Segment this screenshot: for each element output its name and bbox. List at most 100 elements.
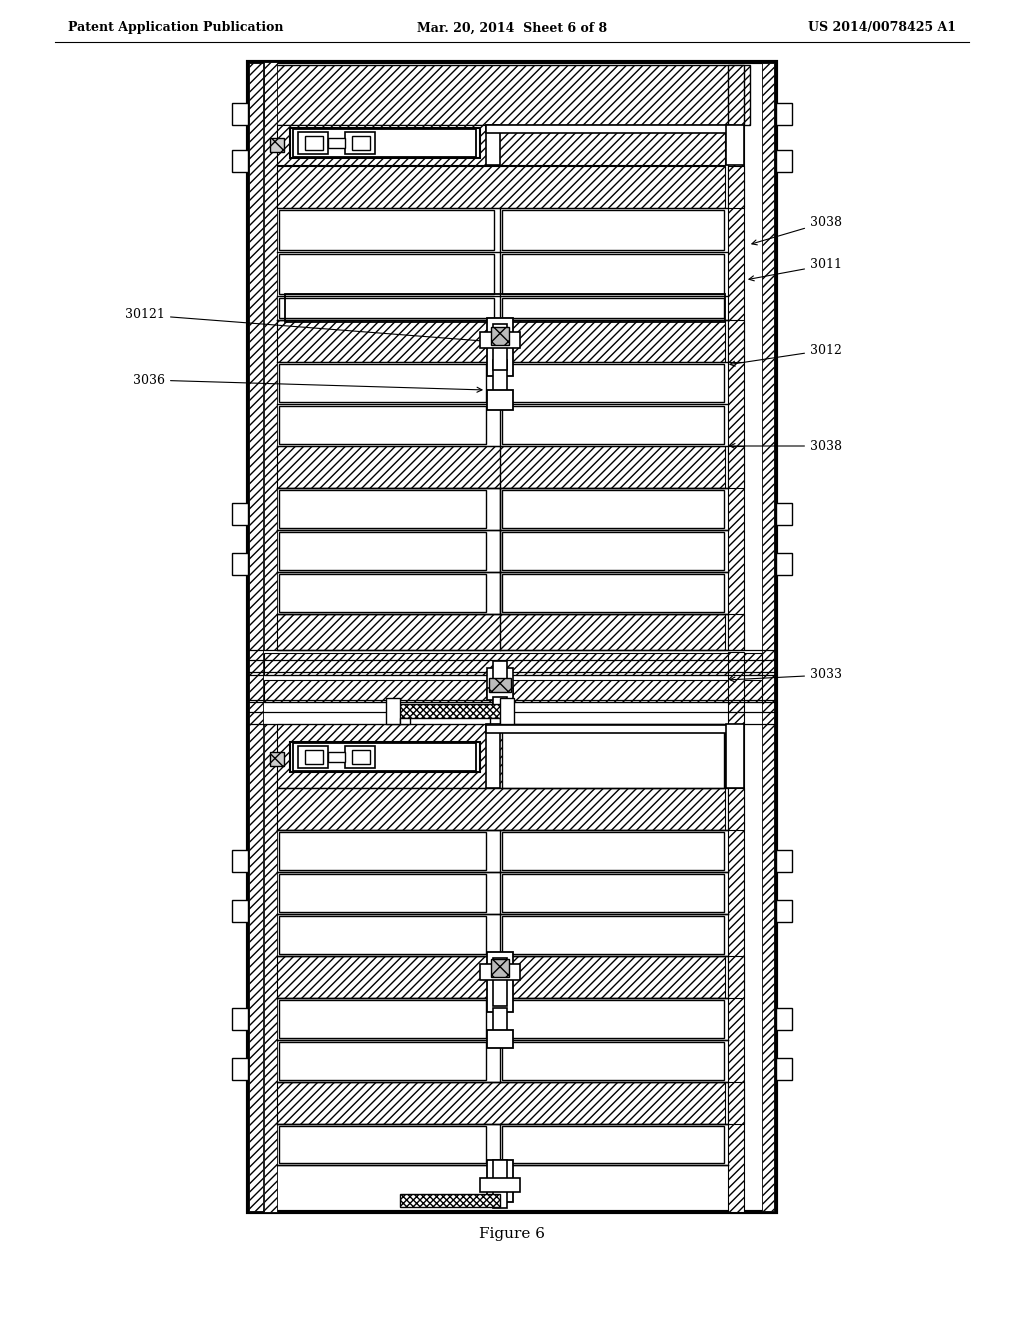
Bar [328,139,345,148]
Bar [493,958,507,1006]
Bar [264,653,762,675]
Bar [493,1160,507,1208]
Text: US 2014/0078425 A1: US 2014/0078425 A1 [808,21,956,34]
Bar [328,752,345,762]
Bar [728,956,744,998]
Bar [486,725,732,733]
Bar [345,132,375,154]
Bar [493,323,507,370]
Bar [249,63,263,1210]
Bar [480,333,520,348]
Bar [726,125,744,165]
Bar [279,574,486,612]
Bar [502,1126,724,1163]
Bar [776,900,792,921]
Bar [279,407,486,444]
Bar [290,128,480,158]
Bar [279,298,494,318]
Bar [776,150,792,172]
Bar [502,574,724,612]
Bar [487,389,513,411]
Bar [489,678,511,692]
Text: 3033: 3033 [730,668,842,682]
Bar [279,532,486,570]
Bar [305,750,323,764]
Bar [232,553,248,576]
Bar [232,850,248,873]
Bar [728,319,744,362]
Bar [486,125,500,165]
Bar [400,1195,500,1206]
Bar [278,166,725,209]
Bar [293,743,476,771]
Bar [487,1160,513,1203]
Bar [386,698,400,723]
Bar [776,1008,792,1030]
Bar [279,253,494,294]
Bar [493,661,507,704]
Bar [352,136,370,150]
Bar [270,752,284,766]
Bar [502,1001,724,1038]
Text: Mar. 20, 2014  Sheet 6 of 8: Mar. 20, 2014 Sheet 6 of 8 [417,21,607,34]
Bar [279,1126,486,1163]
Bar [728,652,744,1212]
Bar [264,62,278,649]
Bar [264,65,750,125]
Bar [278,125,725,165]
Bar [502,832,724,870]
Bar [776,503,792,525]
Bar [279,1041,486,1080]
Bar [232,150,248,172]
Bar [395,704,505,718]
Bar [400,718,410,723]
Bar [493,697,507,711]
Bar [502,253,724,294]
Bar [279,490,486,528]
Bar [487,318,513,376]
Text: 3011: 3011 [749,259,842,281]
Bar [728,446,744,488]
Bar [480,964,520,979]
Bar [278,956,725,998]
Bar [728,788,744,830]
Text: 3038: 3038 [730,440,842,453]
Bar [728,125,744,649]
Bar [776,1059,792,1080]
Bar [502,532,724,570]
Bar [278,723,725,788]
Bar [490,718,500,723]
Bar [487,688,513,700]
Bar [352,750,370,764]
Bar [728,614,744,649]
Bar [728,1082,744,1125]
Bar [232,900,248,921]
Bar [502,874,724,912]
Bar [285,294,725,322]
Bar [486,723,500,788]
Bar [480,1177,520,1192]
Bar [279,832,486,870]
Text: 3036: 3036 [133,374,482,392]
Text: 3012: 3012 [730,343,842,366]
Bar [293,129,476,157]
Bar [493,360,507,405]
Bar [487,952,513,1012]
Bar [264,723,278,1212]
Bar [502,723,724,788]
Bar [490,327,509,345]
Bar [290,742,480,772]
Bar [279,874,486,912]
Bar [493,1008,507,1041]
Bar [298,746,328,768]
Text: 3038: 3038 [752,215,842,244]
Bar [776,850,792,873]
Bar [728,166,744,209]
Bar [502,298,724,318]
Bar [502,1041,724,1080]
Bar [278,319,725,362]
Bar [278,614,725,649]
Text: Patent Application Publication: Patent Application Publication [68,21,284,34]
Bar [305,136,323,150]
Bar [502,210,724,249]
